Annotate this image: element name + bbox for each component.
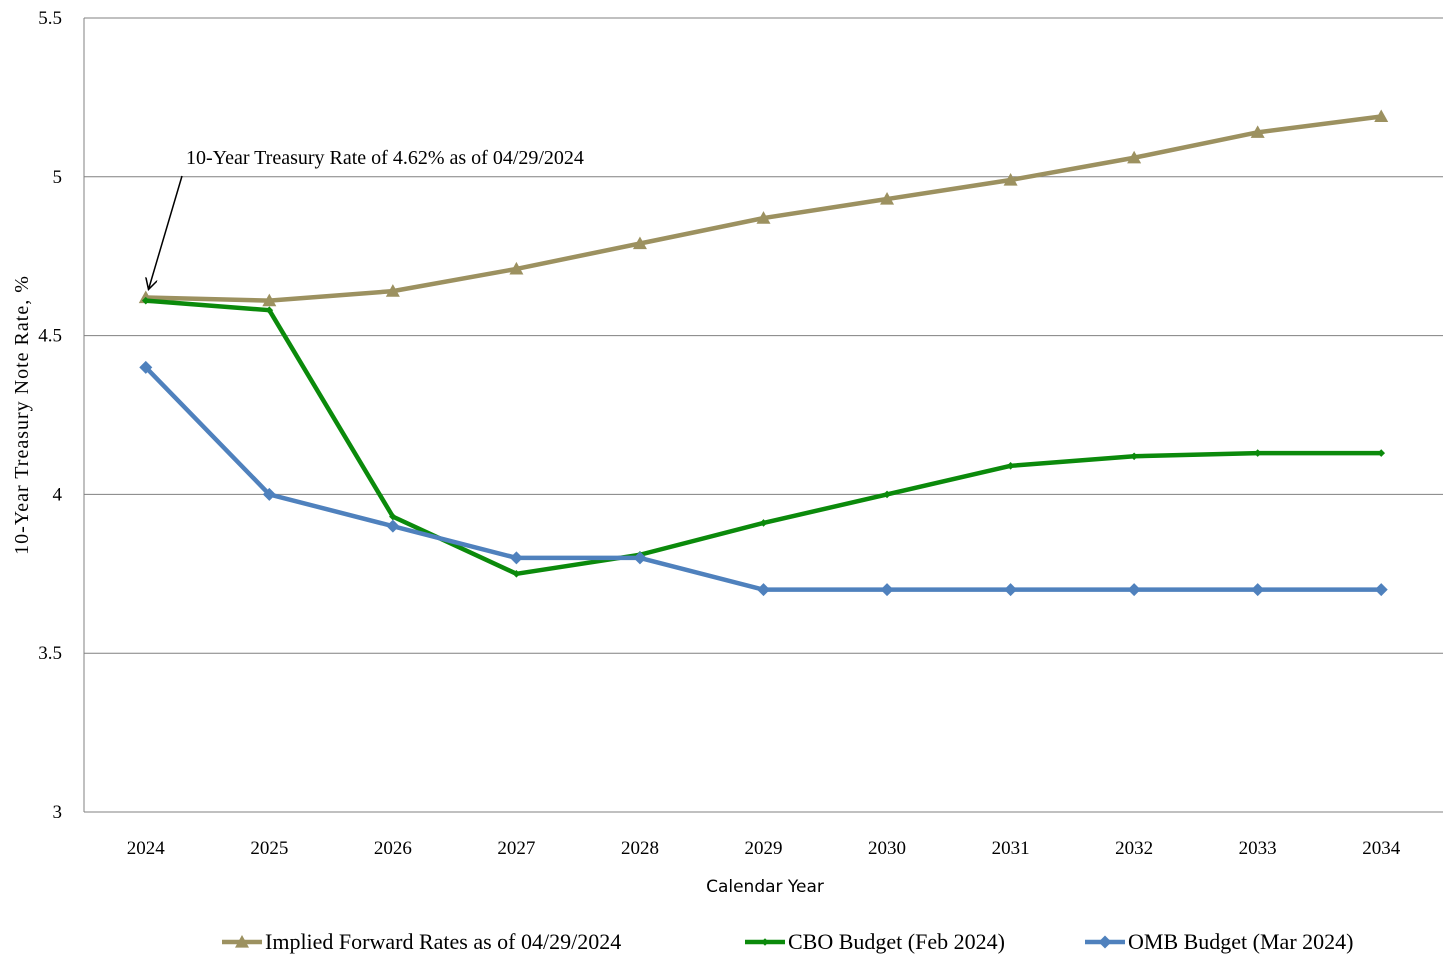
x-axis-ticks: 2024 2025 2026 2027 2028 2029 2030 2031 2032 2033… [127,838,1401,859]
gridlines [84,17,1443,654]
data-point [757,583,770,597]
series-line [143,298,1384,577]
data-point [141,296,150,305]
data-point [756,211,771,224]
data-point [1251,583,1265,597]
data-point [1130,452,1138,461]
legend: Implied Forward Rates as of 04/29/2024 CB… [222,929,1353,954]
y-axis-title: 10-Year Treasury Note Rate, % [11,275,33,555]
data-point [1374,109,1389,123]
series-line [143,114,1384,303]
x-tick-label: 2034 [1362,838,1401,859]
data-point [265,306,274,314]
plot-area [83,18,1443,813]
data-point [759,519,768,527]
data-point [1250,125,1265,138]
x-tick-label: 2027 [497,838,535,859]
data-point [262,293,277,307]
data-point [880,192,895,205]
data-point [1004,583,1018,597]
series-0 [138,109,1389,307]
x-tick-label: 2030 [868,838,906,859]
data-point [389,512,397,521]
data-point [761,938,769,946]
y-tick-label: 5 [53,167,63,188]
x-axis-title: Calendar Year [706,877,824,897]
data-point [883,490,891,499]
annotation: 10-Year Treasury Rate of 4.62% as of 04/… [149,147,584,288]
legend-item-2: OMB Budget (Mar 2024) [1085,929,1353,954]
data-point [1006,462,1015,470]
legend-item-1: CBO Budget (Feb 2024) [745,929,1005,954]
annotation-text: 10-Year Treasury Rate of 4.62% as of 04/… [186,147,584,169]
data-point [385,284,400,297]
annotation-arrow [149,175,183,288]
data-point [1127,150,1142,164]
legend-item-0: Implied Forward Rates as of 04/29/2024 [222,929,621,954]
data-point [386,519,400,533]
x-tick-label: 2028 [621,838,659,859]
series-1 [141,296,1386,578]
y-tick-label: 4.5 [38,326,62,347]
data-point [509,551,523,565]
data-point [139,360,153,374]
data-point [1377,449,1386,457]
x-tick-label: 2033 [1239,838,1277,859]
legend-label: Implied Forward Rates as of 04/29/2024 [265,929,621,954]
y-tick-label: 3.5 [38,643,62,664]
series-layer [138,109,1389,597]
data-point [1098,935,1112,949]
legend-label: OMB Budget (Mar 2024) [1128,929,1353,954]
data-point [509,261,524,275]
data-point [512,570,521,578]
y-tick-label: 4 [53,484,63,505]
data-point [1374,583,1388,597]
x-tick-label: 2025 [250,838,288,859]
x-tick-label: 2026 [374,838,412,859]
data-point [1253,449,1262,457]
y-axis-ticks: 3 3.5 4 4.5 5 5.5 [38,8,62,823]
series-line [143,365,1384,592]
data-point [633,551,647,565]
data-point [235,935,249,948]
y-tick-label: 5.5 [38,8,62,29]
legend-label: CBO Budget (Feb 2024) [788,929,1005,954]
data-point [1127,583,1141,597]
y-tick-label: 3 [53,802,63,823]
data-point [262,487,276,501]
x-tick-label: 2031 [992,838,1030,859]
x-tick-label: 2029 [745,838,783,859]
data-point [880,583,894,597]
x-tick-label: 2032 [1115,838,1153,859]
x-tick-label: 2024 [127,838,166,859]
data-point [632,236,647,250]
data-point [1003,172,1018,186]
series-2 [139,360,1388,597]
